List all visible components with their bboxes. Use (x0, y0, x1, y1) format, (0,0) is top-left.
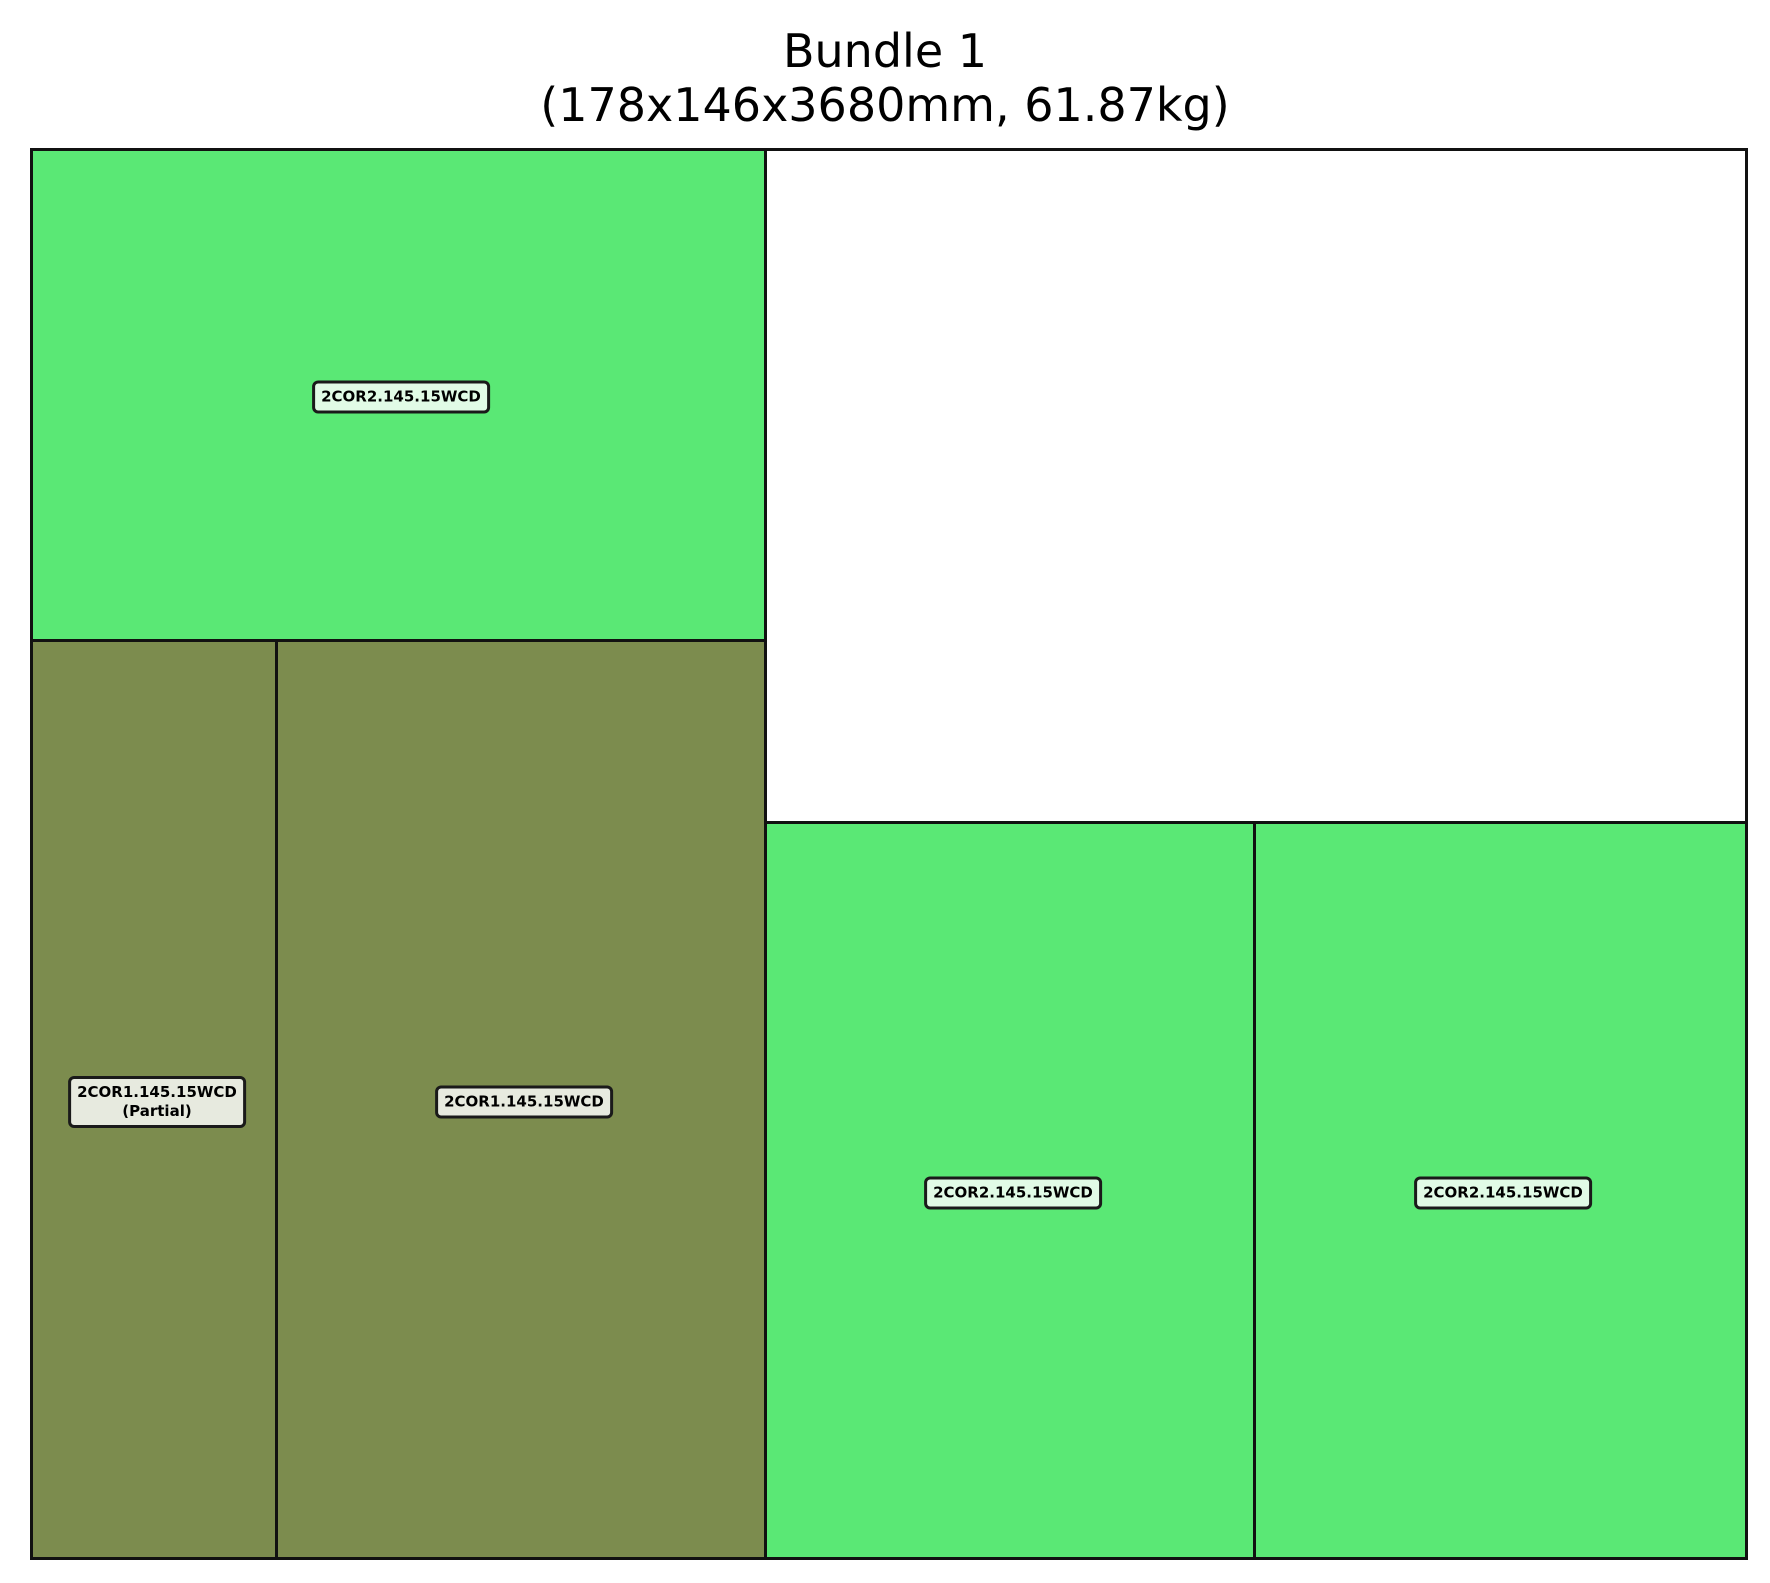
empty-space (764, 148, 1748, 824)
piece-label: 2COR1.145.15WCD (Partial) (68, 1076, 246, 1128)
piece-label: 2COR2.145.15WCD (312, 380, 490, 414)
piece-label-text: 2COR2.145.15WCD (1423, 1183, 1583, 1202)
bundle-frame: 2COR2.145.15WCD 2COR1.145.15WCD (Partial… (30, 148, 1748, 1560)
piece-top-left: 2COR2.145.15WCD (30, 148, 767, 642)
piece-partial: 2COR1.145.15WCD (Partial) (30, 639, 278, 1560)
diagram-title: Bundle 1 (782, 24, 988, 78)
piece-label: 2COR2.145.15WCD (1414, 1176, 1592, 1210)
piece-label: 2COR1.145.15WCD (435, 1085, 613, 1119)
piece-label-note: (Partial) (122, 1102, 192, 1120)
diagram-subtitle: (178x146x3680mm, 61.87kg) (540, 78, 1230, 132)
piece-label-text: 2COR2.145.15WCD (933, 1183, 1093, 1202)
piece-bottom-right: 2COR2.145.15WCD (1253, 821, 1748, 1560)
piece-label-text: 2COR1.145.15WCD (444, 1092, 604, 1111)
piece-label-text: 2COR1.145.15WCD (77, 1083, 237, 1101)
piece-bottom-mid: 2COR2.145.15WCD (764, 821, 1256, 1560)
piece-label-text: 2COR2.145.15WCD (321, 387, 481, 406)
piece-olive-wide: 2COR1.145.15WCD (275, 639, 767, 1560)
piece-label: 2COR2.145.15WCD (924, 1176, 1102, 1210)
